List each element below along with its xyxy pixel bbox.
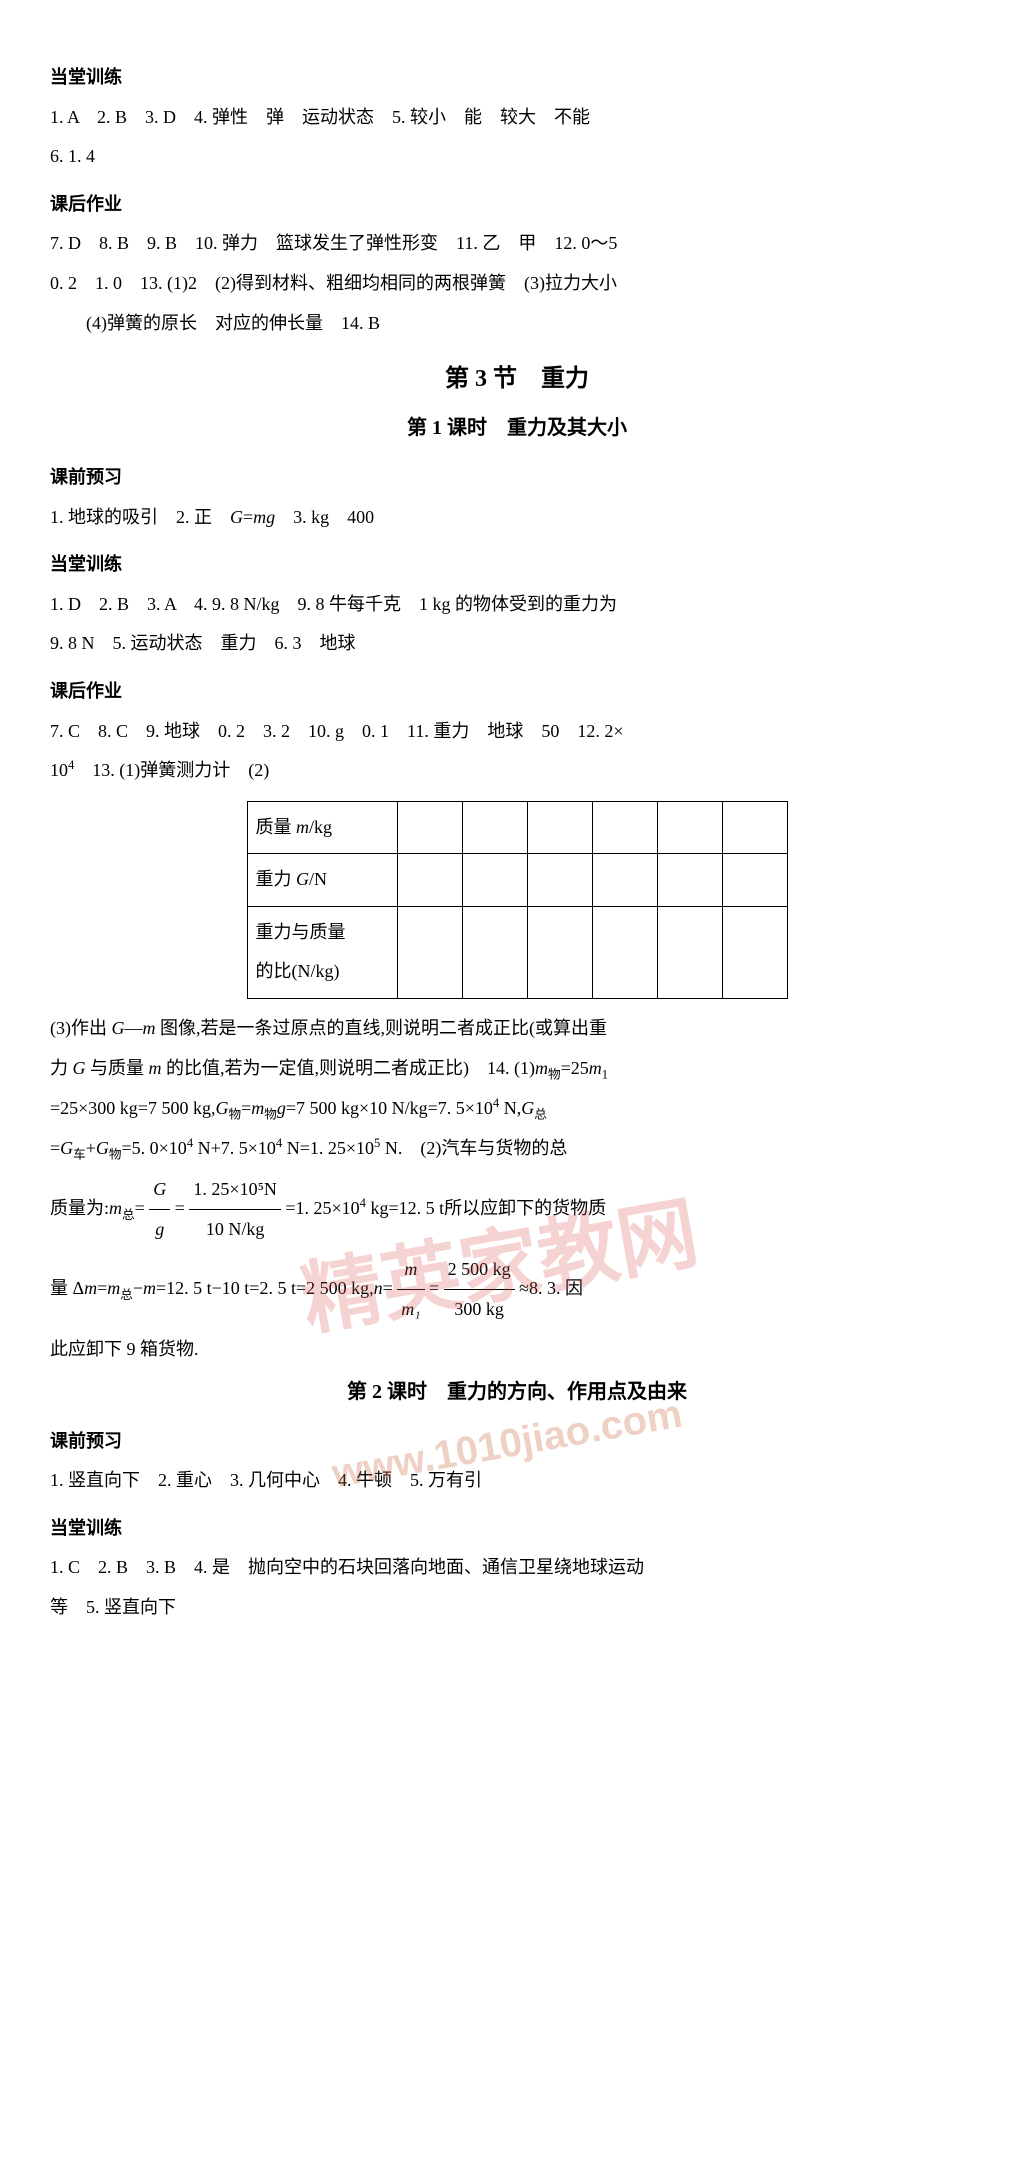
fraction: m m₁ [397, 1250, 424, 1330]
subscript: 总 [122, 1207, 135, 1221]
answer-line: 等 5. 竖直向下 [50, 1588, 984, 1628]
table-cell [462, 801, 527, 854]
text: 10 [50, 760, 68, 780]
section-title: 课后作业 [50, 185, 984, 225]
subscript: 车 [73, 1148, 86, 1162]
table-cell [592, 801, 657, 854]
table-cell [527, 854, 592, 907]
table-row: 重力 G/N [247, 854, 787, 907]
table-cell [722, 906, 787, 998]
fraction: 1. 25×10⁵N10 N/kg [189, 1170, 280, 1250]
section-title: 当堂训练 [50, 1509, 984, 1549]
answer-line: 量 Δm=m总−m=12. 5 t−10 t=2. 5 t=2 500 kg,n… [50, 1250, 984, 1330]
chapter-title: 第 3 节 重力 [50, 353, 984, 406]
superscript: 4 [276, 1136, 282, 1150]
section-title: 课前预习 [50, 1422, 984, 1462]
answer-line: 此应卸下 9 箱货物. [50, 1330, 984, 1370]
section-title: 课前预习 [50, 458, 984, 498]
numerator: m [404, 1259, 417, 1279]
text: 13. (1)弹簧测力计 (2) [74, 760, 269, 780]
numerator: 1. 25×10⁵N [189, 1170, 280, 1211]
denominator: 300 kg [444, 1290, 515, 1330]
denominator: 10 N/kg [189, 1210, 280, 1250]
section-title: 当堂训练 [50, 58, 984, 98]
text: 1. 地球的吸引 2. 正 G=mg 3. kg 400 [50, 507, 374, 527]
table-cell [527, 801, 592, 854]
answer-line: 6. 1. 4 [50, 137, 984, 177]
answer-line: 1. 地球的吸引 2. 正 G=mg 3. kg 400 [50, 498, 984, 538]
table-cell [657, 906, 722, 998]
subscript: 物 [228, 1108, 241, 1122]
table-cell [657, 854, 722, 907]
table-cell [397, 854, 462, 907]
table-cell [462, 854, 527, 907]
table-cell [397, 906, 462, 998]
table-row: 重力与质量 的比(N/kg) [247, 906, 787, 998]
answer-line: (4)弹簧的原长 对应的伸长量 14. B [50, 304, 984, 344]
superscript: 4 [360, 1196, 366, 1210]
table-cell [657, 801, 722, 854]
answer-line: 7. C 8. C 9. 地球 0. 2 3. 2 10. g 0. 1 11.… [50, 712, 984, 752]
subscript: 物 [548, 1067, 561, 1081]
section-title: 当堂训练 [50, 545, 984, 585]
answer-line: 7. D 8. B 9. B 10. 弹力 篮球发生了弹性形变 11. 乙 甲 … [50, 224, 984, 264]
fraction: 2 500 kg300 kg [444, 1250, 515, 1330]
subscript: 总 [120, 1288, 133, 1302]
answer-line: =25×300 kg=7 500 kg,G物=m物g=7 500 kg×10 N… [50, 1089, 984, 1129]
answer-line: 9. 8 N 5. 运动状态 重力 6. 3 地球 [50, 624, 984, 664]
data-table: 质量 m/kg 重力 G/N 重力与质量 的比(N/kg) [247, 801, 788, 999]
table-cell [527, 906, 592, 998]
subscript: 物 [264, 1108, 277, 1122]
subscript: 物 [109, 1148, 122, 1162]
denominator: g [155, 1219, 164, 1239]
answer-line: 1. C 2. B 3. B 4. 是 抛向空中的石块回落向地面、通信卫星绕地球… [50, 1548, 984, 1588]
table-cell [462, 906, 527, 998]
answer-line: 104 13. (1)弹簧测力计 (2) [50, 751, 984, 791]
lesson-title: 第 1 课时 重力及其大小 [50, 406, 984, 450]
subscript: 总 [534, 1108, 547, 1122]
fraction: Gg [149, 1170, 170, 1250]
table-row: 质量 m/kg [247, 801, 787, 854]
row-label: 重力 G/N [247, 854, 397, 907]
table-cell [722, 801, 787, 854]
numerator: 2 500 kg [444, 1250, 515, 1291]
answer-line: =G车+G物=5. 0×104 N+7. 5×104 N=1. 25×105 N… [50, 1129, 984, 1169]
table-cell [592, 906, 657, 998]
section-title: 课后作业 [50, 672, 984, 712]
text: 的比(N/kg) [256, 961, 340, 981]
table-cell [397, 801, 462, 854]
numerator: G [153, 1179, 166, 1199]
answer-line: 质量为:m总= Gg = 1. 25×10⁵N10 N/kg =1. 25×10… [50, 1170, 984, 1250]
superscript: 5 [374, 1136, 380, 1150]
data-table-wrap: 质量 m/kg 重力 G/N 重力与质量 的比(N/kg) [50, 801, 984, 999]
row-label: 重力与质量 的比(N/kg) [247, 906, 397, 998]
superscript: 4 [187, 1136, 193, 1150]
text: 重力与质量 [256, 922, 346, 942]
answer-line: 1. 竖直向下 2. 重心 3. 几何中心 4. 牛顿 5. 万有引 [50, 1461, 984, 1501]
subscript: 1 [602, 1067, 608, 1081]
answer-line: 力 G 与质量 m 的比值,若为一定值,则说明二者成正比) 14. (1)m物=… [50, 1049, 984, 1089]
lesson-title: 第 2 课时 重力的方向、作用点及由来 [50, 1370, 984, 1414]
answer-line: 1. A 2. B 3. D 4. 弹性 弹 运动状态 5. 较小 能 较大 不… [50, 98, 984, 138]
denominator: m₁ [401, 1299, 420, 1319]
answer-line: 0. 2 1. 0 13. (1)2 (2)得到材料、粗细均相同的两根弹簧 (3… [50, 264, 984, 304]
answer-line: (3)作出 G—m 图像,若是一条过原点的直线,则说明二者成正比(或算出重 [50, 1009, 984, 1049]
row-label: 质量 m/kg [247, 801, 397, 854]
table-cell [722, 854, 787, 907]
superscript: 4 [493, 1096, 499, 1110]
answer-line: 1. D 2. B 3. A 4. 9. 8 N/kg 9. 8 牛每千克 1 … [50, 585, 984, 625]
table-cell [592, 854, 657, 907]
